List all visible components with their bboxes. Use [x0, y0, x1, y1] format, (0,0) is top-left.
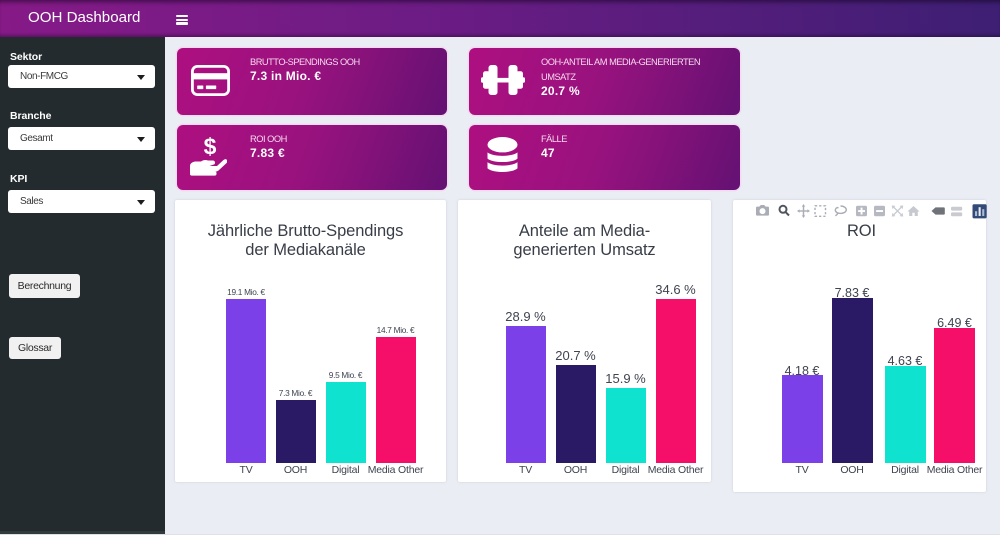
- svg-text:$: $: [204, 134, 217, 160]
